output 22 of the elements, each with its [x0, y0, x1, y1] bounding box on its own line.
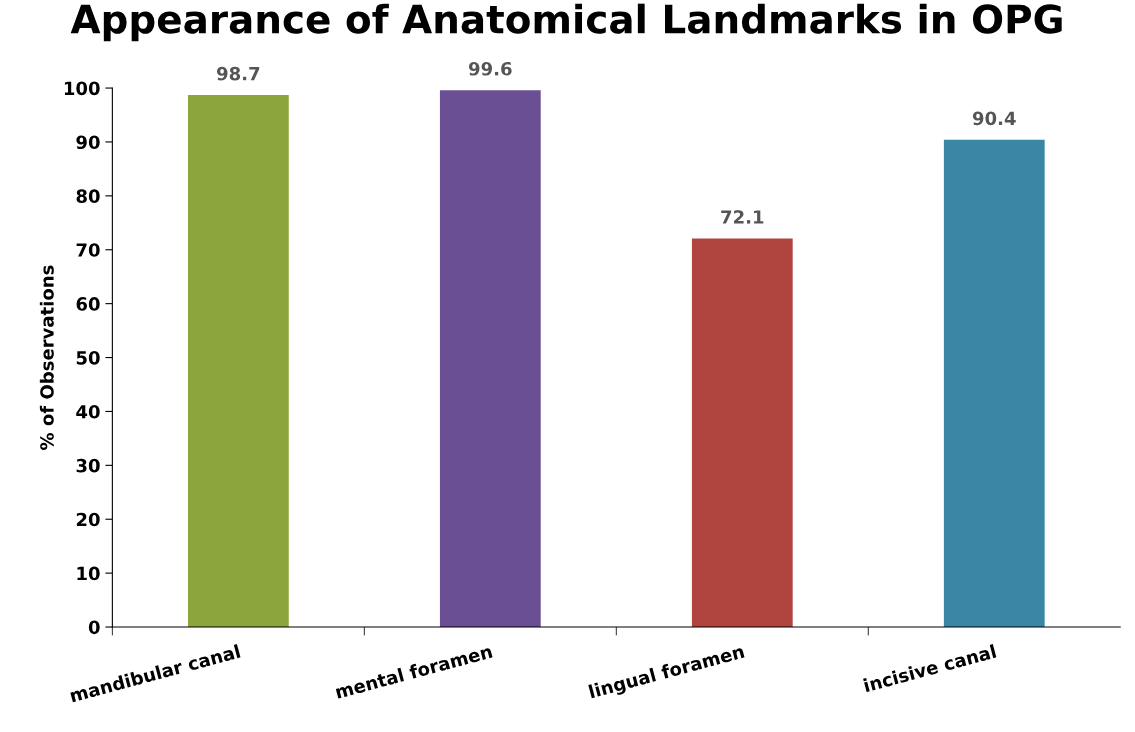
data-label: 72.1 [721, 210, 764, 224]
x-tick-label: incisive canal [863, 644, 997, 693]
data-label: 98.7 [217, 66, 260, 81]
y-axis-title: % of Observations [39, 265, 54, 450]
y-tick-label: 10 [77, 566, 100, 581]
bar [943, 139, 1045, 628]
y-tick-label: 70 [76, 243, 100, 257]
y-tick-label: 80 [76, 189, 100, 203]
data-label: 90.4 [972, 111, 1016, 126]
y-tick-label: 40 [76, 404, 100, 419]
y-tick-label: 30 [76, 458, 100, 473]
y-tick-label: 60 [76, 297, 100, 311]
data-label: 99.6 [468, 61, 512, 76]
y-tick-label: 90 [76, 135, 100, 150]
y-tick-label: 0 [88, 620, 100, 635]
y-tick-label: 50 [76, 351, 100, 365]
y-tick-label: 20 [76, 512, 100, 527]
y-tick-label: 100 [64, 81, 100, 96]
bar [691, 238, 793, 628]
bar [187, 95, 289, 628]
bar [439, 90, 541, 628]
chart-title: Appearance of Anatomical Landmarks in OPG [70, 3, 1062, 42]
